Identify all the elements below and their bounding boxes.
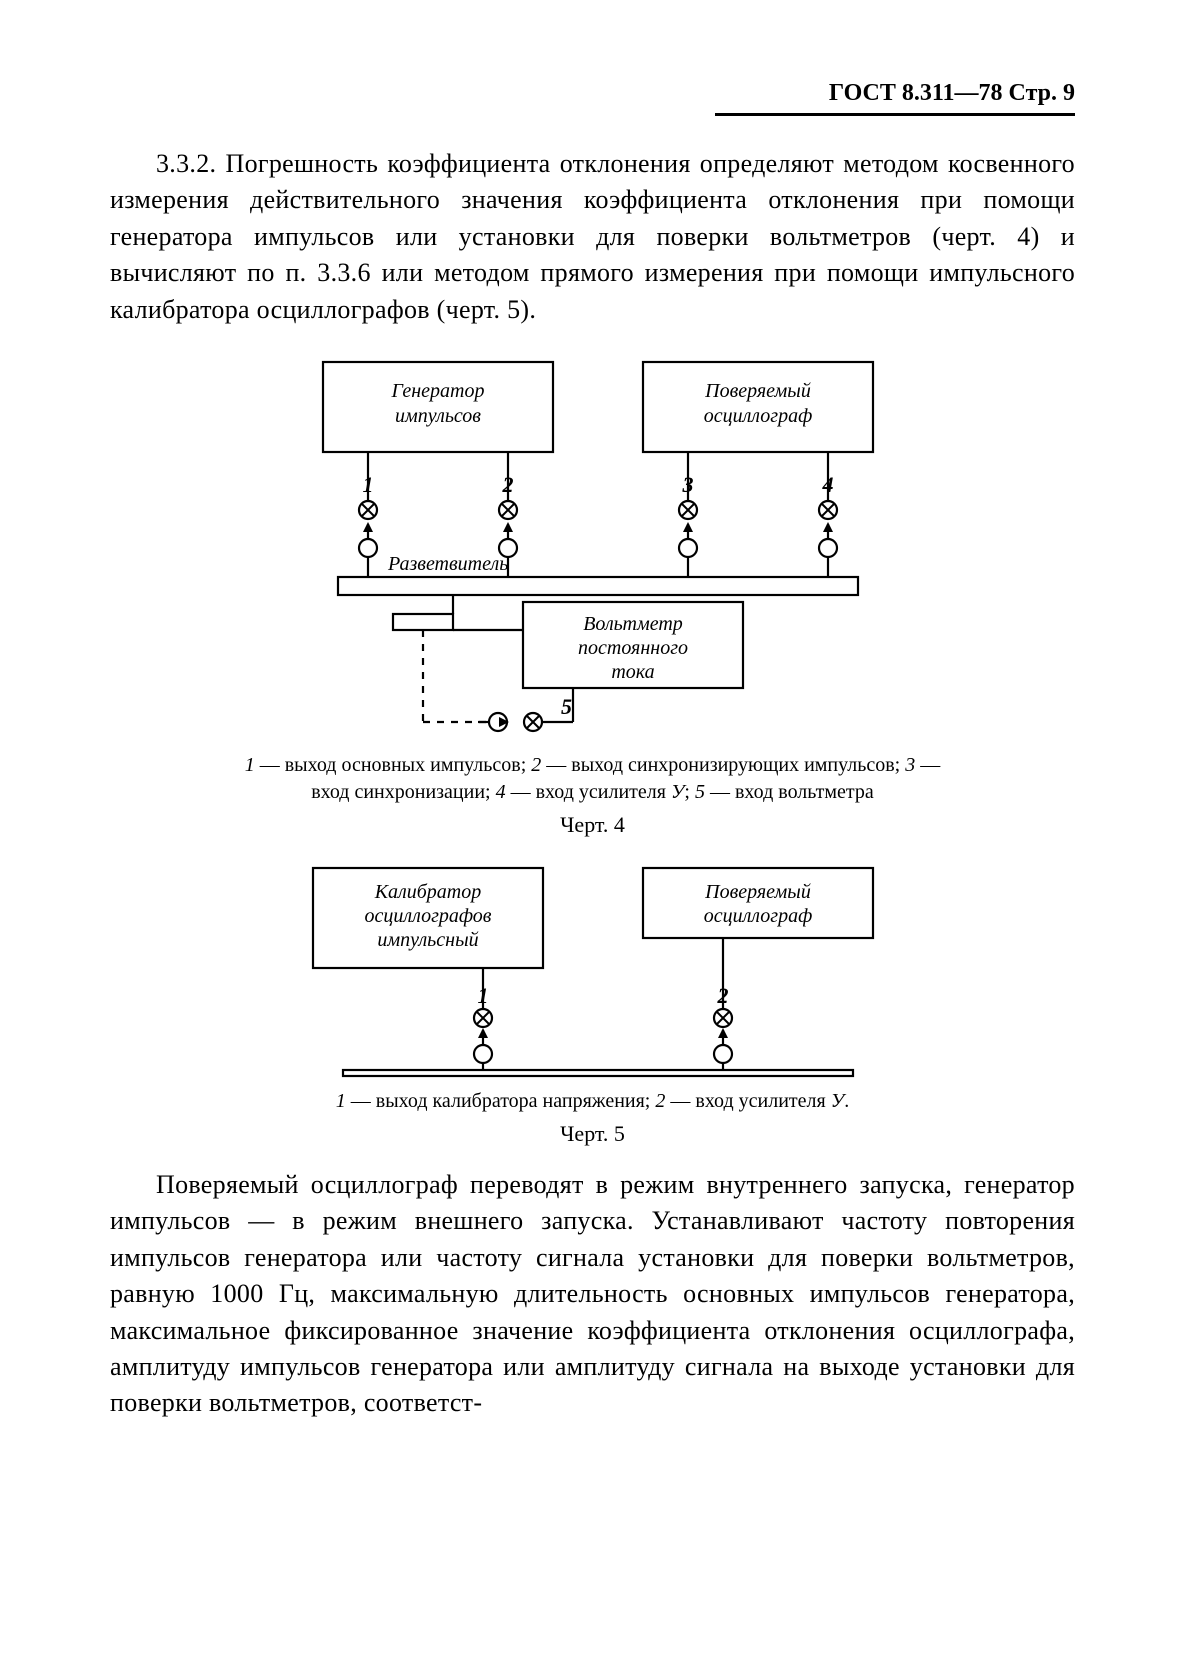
figure-4-diagram: Генератор импульсов Поверяемый осциллогр… bbox=[110, 352, 1075, 742]
paragraph-3-3-2: 3.3.2. Погрешность коэффициента отклонен… bbox=[110, 146, 1075, 328]
figure-4-caption: 1 — выход основных импульсов; 2 — выход … bbox=[243, 752, 943, 806]
paragraph-bottom: Поверяемый осциллограф переводят в режим… bbox=[110, 1167, 1075, 1422]
page: ГОСТ 8.311—78 Стр. 9 3.3.2. Погрешность … bbox=[0, 0, 1185, 1674]
figure-4-label: Черт. 4 bbox=[110, 812, 1075, 838]
plug-3 bbox=[679, 522, 697, 577]
cap4-1: 1 bbox=[245, 754, 255, 776]
fig4-voltmeter-l3: тока bbox=[611, 661, 654, 683]
figure-5-diagram: Калибратор осциллографов импульсный Пове… bbox=[110, 858, 1075, 1078]
fig4-generator-line2: импульсов bbox=[395, 405, 481, 427]
fig4-splitter-label: Разветвитель bbox=[387, 553, 508, 575]
cap5-2: 2 bbox=[655, 1090, 665, 1112]
fig4-generator-line1: Генератор bbox=[390, 380, 484, 402]
cap4-2: 2 bbox=[531, 754, 541, 776]
fig4-voltmeter-l2: постоянного bbox=[578, 637, 688, 659]
cap4-3: 3 bbox=[905, 754, 915, 776]
plug-1 bbox=[359, 522, 377, 577]
fig5-cal-l3: импульсный bbox=[377, 929, 478, 951]
cap4-5: 5 bbox=[695, 781, 705, 803]
figure-5-label: Черт. 5 bbox=[110, 1121, 1075, 1147]
fig4-port5-label: 5 bbox=[561, 694, 572, 719]
cap4-4: 4 bbox=[496, 781, 506, 803]
page-header: ГОСТ 8.311—78 Стр. 9 bbox=[715, 80, 1075, 116]
fig4-osc-line1: Поверяемый bbox=[704, 380, 811, 402]
fig5-cal-l2: осциллографов bbox=[364, 905, 491, 927]
fig4-voltmeter-l1: Вольтметр bbox=[583, 613, 683, 635]
fig4-osc-line2: осциллограф bbox=[703, 405, 812, 427]
cap5-1: 1 bbox=[336, 1090, 346, 1112]
figure-5-caption: 1 — выход калибратора напряжения; 2 — вх… bbox=[243, 1088, 943, 1115]
plug-4 bbox=[819, 522, 837, 577]
fig5-osc-l2: осциллограф bbox=[703, 905, 812, 927]
fig5-osc-l1: Поверяемый bbox=[704, 881, 811, 903]
fig5-cal-l1: Калибратор bbox=[373, 881, 481, 903]
